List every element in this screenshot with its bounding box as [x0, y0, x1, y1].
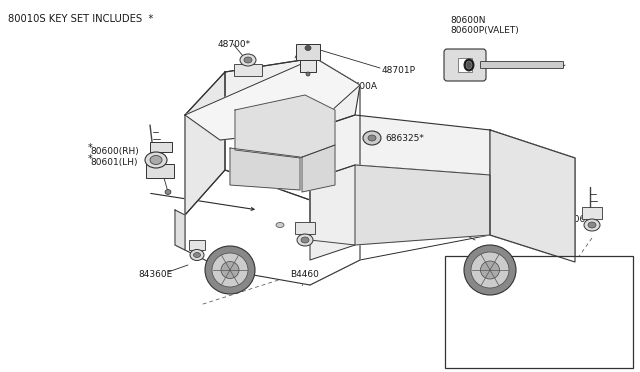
Text: *: * — [88, 143, 93, 153]
Polygon shape — [235, 95, 335, 158]
Text: 48701P: 48701P — [382, 66, 416, 75]
Ellipse shape — [212, 253, 248, 287]
Bar — [300, 44, 316, 72]
Ellipse shape — [464, 59, 474, 71]
Text: 48700*: 48700* — [218, 40, 251, 49]
Ellipse shape — [464, 245, 516, 295]
Text: 80600P(VALET): 80600P(VALET) — [450, 26, 519, 35]
Ellipse shape — [193, 253, 200, 257]
Bar — [189, 240, 205, 250]
Ellipse shape — [481, 261, 499, 279]
FancyBboxPatch shape — [444, 49, 486, 81]
FancyBboxPatch shape — [481, 61, 563, 68]
Ellipse shape — [363, 131, 381, 145]
Ellipse shape — [240, 54, 256, 66]
Text: 84360E: 84360E — [138, 270, 172, 279]
Ellipse shape — [471, 252, 509, 288]
Ellipse shape — [205, 246, 255, 294]
Polygon shape — [175, 210, 185, 250]
Polygon shape — [185, 58, 360, 140]
Polygon shape — [302, 145, 335, 192]
Ellipse shape — [305, 45, 311, 51]
Polygon shape — [310, 165, 490, 245]
Ellipse shape — [190, 250, 204, 260]
Polygon shape — [490, 130, 575, 262]
Ellipse shape — [306, 72, 310, 76]
Bar — [150, 142, 172, 152]
Text: -48700A: -48700A — [340, 82, 378, 91]
Bar — [296, 44, 320, 60]
Ellipse shape — [584, 219, 600, 231]
Polygon shape — [185, 72, 225, 215]
Polygon shape — [185, 58, 360, 140]
Polygon shape — [185, 170, 360, 285]
Ellipse shape — [588, 222, 596, 228]
Bar — [582, 207, 602, 219]
Text: B4460: B4460 — [290, 270, 319, 279]
Polygon shape — [310, 115, 575, 200]
Text: 80600N: 80600N — [450, 16, 486, 25]
Text: 90602: 90602 — [568, 215, 596, 224]
Polygon shape — [490, 130, 575, 262]
Polygon shape — [490, 130, 575, 260]
Ellipse shape — [276, 222, 284, 228]
Ellipse shape — [145, 152, 167, 168]
Bar — [458, 58, 472, 72]
Text: 80601(LH): 80601(LH) — [90, 158, 138, 167]
Ellipse shape — [244, 57, 252, 63]
Polygon shape — [310, 165, 355, 260]
Bar — [295, 222, 315, 234]
Ellipse shape — [221, 262, 239, 279]
Text: *: * — [88, 154, 93, 164]
Text: 686325*: 686325* — [385, 134, 424, 143]
Text: 80010S KEY SET INCLUDES  *: 80010S KEY SET INCLUDES * — [8, 14, 154, 24]
Ellipse shape — [368, 135, 376, 141]
Ellipse shape — [466, 61, 472, 69]
Polygon shape — [230, 148, 300, 190]
Ellipse shape — [297, 234, 313, 246]
Ellipse shape — [150, 155, 162, 164]
Ellipse shape — [301, 237, 309, 243]
Bar — [234, 64, 262, 76]
Ellipse shape — [165, 189, 171, 195]
Text: 80600(RH): 80600(RH) — [90, 147, 139, 156]
Bar — [146, 164, 174, 178]
Polygon shape — [225, 58, 360, 200]
Bar — [445, 256, 633, 368]
Text: R99B001C: R99B001C — [570, 360, 615, 369]
